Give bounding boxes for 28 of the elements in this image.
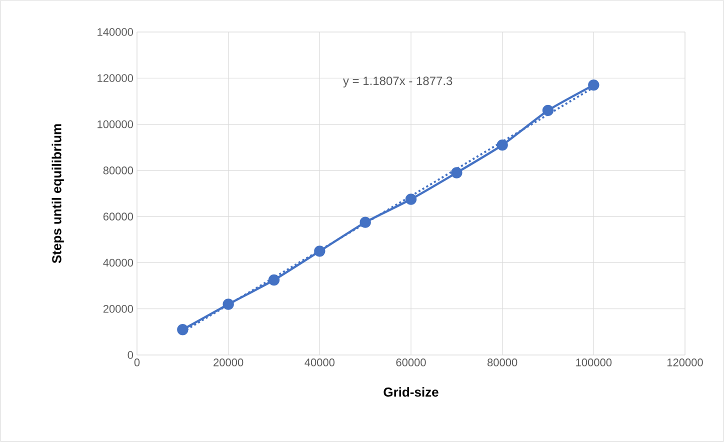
point xyxy=(177,324,188,336)
x-tick-label: 60000 xyxy=(396,358,426,366)
x-tick-label: 0 xyxy=(134,358,140,366)
y-tick-label: 60000 xyxy=(103,212,134,220)
annotation: y = 1.1807x - 1877.3 xyxy=(343,76,452,88)
y-tick-label: 140000 xyxy=(98,28,134,36)
x-tick-label: 120000 xyxy=(667,358,703,366)
point xyxy=(542,104,554,116)
y-tick-label: 80000 xyxy=(103,166,134,174)
x-axis-title: Grid-size xyxy=(384,387,438,397)
x-tick-label: 20000 xyxy=(214,358,244,366)
y-tick-label: 100000 xyxy=(98,120,134,128)
x-tick-label: 40000 xyxy=(304,358,335,366)
point xyxy=(405,194,417,205)
y-tick-label: 120000 xyxy=(98,74,134,82)
point xyxy=(222,298,234,310)
x-tick-label: 100000 xyxy=(576,358,612,366)
point xyxy=(496,139,508,151)
y-tick-label: 0 xyxy=(128,351,134,359)
point xyxy=(360,216,371,228)
y-axis-title: Steps until equilibrium xyxy=(52,124,64,264)
point xyxy=(268,274,280,286)
point xyxy=(588,79,600,91)
x-tick-label: 80000 xyxy=(488,358,518,366)
y-tick-label: 40000 xyxy=(103,258,134,267)
point xyxy=(451,167,462,178)
y-tick-label: 20000 xyxy=(103,304,134,313)
point xyxy=(314,246,326,257)
